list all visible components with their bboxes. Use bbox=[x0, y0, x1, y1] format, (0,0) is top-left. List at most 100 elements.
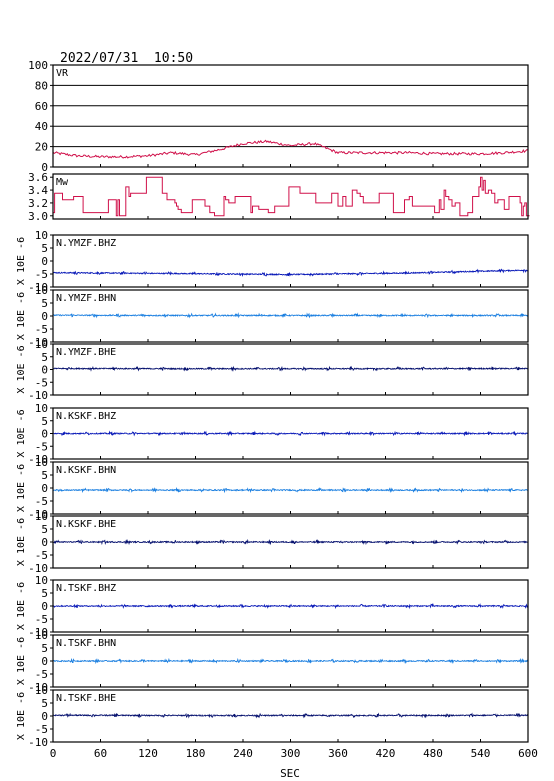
y-tick-label: 5 bbox=[41, 351, 48, 364]
y-tick-label: -10 bbox=[28, 681, 48, 694]
y-tick-label: -10 bbox=[28, 389, 48, 402]
panel-frame bbox=[52, 234, 529, 288]
series-line bbox=[52, 268, 528, 278]
x-tick-label: 300 bbox=[281, 747, 301, 760]
y-tick-label: 5 bbox=[41, 587, 48, 600]
x-tick-label: 480 bbox=[423, 747, 443, 760]
panel-frame bbox=[52, 173, 529, 220]
y-tick-label: 3.2 bbox=[28, 197, 48, 210]
y-tick-label: 0 bbox=[41, 710, 48, 723]
y-tick-label: 0 bbox=[41, 482, 48, 495]
y-tick-label: -5 bbox=[35, 723, 48, 736]
x-tick-label: 360 bbox=[328, 747, 348, 760]
series-line bbox=[52, 486, 528, 494]
panel-label: N.KSKF.BHE bbox=[56, 519, 116, 530]
y-tick-label: 0 bbox=[41, 310, 48, 323]
datetime-header: 2022/07/31 10:50 bbox=[60, 51, 193, 66]
y-tick-label: 60 bbox=[35, 100, 48, 113]
x-tick-label: 0 bbox=[50, 747, 57, 760]
y-axis-label: X 10E -6 bbox=[16, 582, 27, 630]
y-tick-label: -5 bbox=[35, 549, 48, 562]
y-axis-label: X 10E -6 bbox=[16, 692, 27, 740]
series-line bbox=[52, 430, 528, 437]
y-tick-label: 0 bbox=[41, 364, 48, 377]
y-tick-label: 0 bbox=[41, 428, 48, 441]
series-line bbox=[52, 538, 528, 546]
y-tick-label: 10 bbox=[35, 510, 48, 523]
y-tick-label: 20 bbox=[35, 141, 48, 154]
y-tick-label: 80 bbox=[35, 79, 48, 92]
y-axis-label: X 10E -6 bbox=[16, 464, 27, 512]
y-tick-label: 100 bbox=[28, 59, 48, 72]
y-tick-label: -10 bbox=[28, 626, 48, 639]
y-tick-label: 0 bbox=[41, 655, 48, 668]
y-tick-label: 0 bbox=[41, 536, 48, 549]
y-tick-label: 10 bbox=[35, 574, 48, 587]
panel-mw: 3.03.23.43.6 Mw bbox=[28, 171, 530, 223]
x-axis-label: SEC bbox=[280, 767, 300, 780]
y-tick-label: -5 bbox=[35, 323, 48, 336]
y-tick-label: -5 bbox=[35, 668, 48, 681]
y-tick-label: -10 bbox=[28, 736, 48, 749]
y-tick-label: -5 bbox=[35, 613, 48, 626]
y-tick-label: 10 bbox=[35, 284, 48, 297]
x-tick-label: 180 bbox=[186, 747, 206, 760]
panel-frame bbox=[52, 343, 529, 396]
y-tick-label: 0 bbox=[41, 600, 48, 613]
y-tick-label: -10 bbox=[28, 281, 48, 294]
panel-label: N.YMZF.BHE bbox=[56, 347, 116, 358]
y-tick-label: 5 bbox=[41, 469, 48, 482]
panel-label: N.TSKF.BHE bbox=[56, 693, 116, 704]
y-tick-label: 5 bbox=[41, 415, 48, 428]
series-line bbox=[52, 602, 528, 610]
y-axis-label: X 10E -6 bbox=[16, 345, 27, 393]
series-line bbox=[53, 176, 530, 217]
y-tick-label: 5 bbox=[41, 642, 48, 655]
y-tick-label: 5 bbox=[41, 297, 48, 310]
y-tick-label: 3.4 bbox=[28, 184, 48, 197]
y-tick-label: 0 bbox=[41, 161, 48, 174]
y-tick-label: 10 bbox=[35, 229, 48, 242]
y-tick-label: 10 bbox=[35, 338, 48, 351]
y-tick-label: -5 bbox=[35, 495, 48, 508]
series-line bbox=[52, 365, 528, 372]
panel-label: N.KSKF.BHZ bbox=[56, 411, 116, 422]
panel-label: VR bbox=[56, 68, 69, 79]
panel-label: N.TSKF.BHN bbox=[56, 638, 116, 649]
series-line bbox=[52, 712, 528, 719]
y-tick-label: 40 bbox=[35, 120, 48, 133]
y-axis-label: X 10E -6 bbox=[16, 637, 27, 685]
panel-label: N.YMZF.BHZ bbox=[56, 238, 116, 249]
panel-frame bbox=[52, 461, 529, 515]
y-tick-label: -10 bbox=[28, 336, 48, 349]
series-line bbox=[52, 312, 528, 319]
y-tick-label: -5 bbox=[35, 268, 48, 281]
y-tick-label: 10 bbox=[35, 456, 48, 469]
y-tick-label: 3.0 bbox=[28, 210, 48, 223]
panel-vr: 0 20 40 60 80 100 VR bbox=[28, 59, 529, 174]
y-tick-label: 10 bbox=[35, 629, 48, 642]
y-tick-label: -10 bbox=[28, 562, 48, 575]
x-axis: 0 60 120 180 240 300 360 420 480 540 600 bbox=[50, 747, 538, 760]
series-line bbox=[52, 139, 529, 159]
panel-frame bbox=[52, 64, 529, 168]
y-axis-label: X 10E -6 bbox=[16, 292, 27, 340]
y-tick-label: 10 bbox=[35, 402, 48, 415]
y-tick-label: 10 bbox=[35, 684, 48, 697]
y-tick-label: -10 bbox=[28, 453, 48, 466]
y-tick-label: -10 bbox=[28, 508, 48, 521]
x-tick-label: 240 bbox=[233, 747, 253, 760]
y-tick-label: -5 bbox=[35, 376, 48, 389]
panel-label: N.KSKF.BHN bbox=[56, 465, 116, 476]
y-tick-label: 0 bbox=[41, 255, 48, 268]
y-axis-label: X 10E -6 bbox=[16, 409, 27, 457]
y-tick-label: 3.6 bbox=[28, 171, 48, 184]
